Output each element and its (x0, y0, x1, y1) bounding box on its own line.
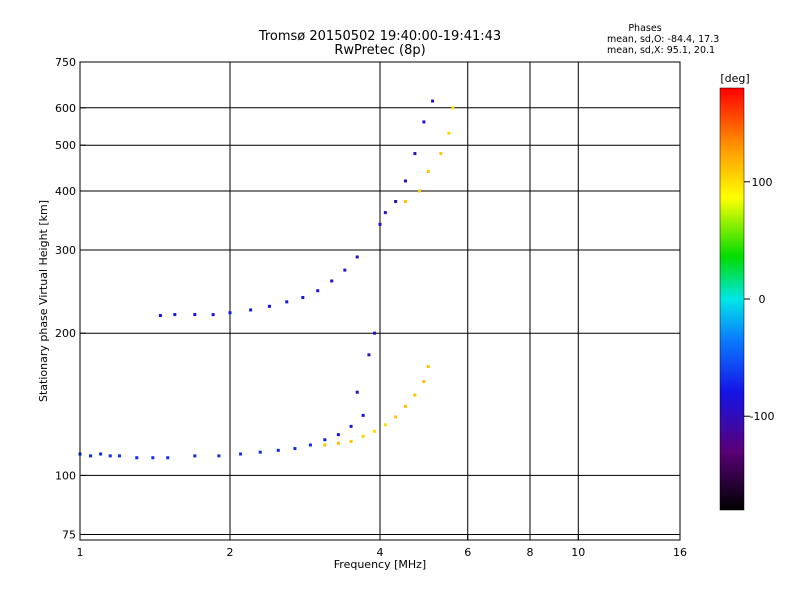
data-point (258, 450, 262, 454)
data-point (373, 429, 377, 433)
data-point (355, 255, 359, 259)
data-point (373, 331, 377, 335)
chart-title: Tromsø 20150502 19:40:00-19:41:43 (258, 29, 501, 44)
data-point (285, 300, 289, 304)
data-point (301, 296, 305, 300)
data-point (173, 313, 177, 317)
data-point (330, 279, 334, 283)
colorbar-tick-label: 100 (752, 176, 773, 189)
data-point (336, 433, 340, 437)
data-point (336, 441, 340, 445)
data-point (413, 152, 417, 156)
x-axis-label: Frequency [MHz] (334, 558, 426, 571)
y-tick-label: 300 (55, 244, 76, 257)
data-point (355, 390, 359, 394)
data-point (228, 311, 232, 315)
data-point (293, 447, 297, 451)
data-point (417, 189, 421, 193)
data-point (367, 353, 371, 357)
chart-subtitle: RwPretec (8p) (334, 43, 425, 58)
x-tick-label: 8 (527, 546, 534, 559)
x-tick-label: 10 (571, 546, 585, 559)
data-point (394, 415, 398, 419)
colorbar-label: [deg] (720, 72, 749, 85)
stats-x-line: mean, sd,X: 95.1, 20.1 (607, 45, 715, 56)
data-point (378, 222, 382, 226)
y-tick-label: 500 (55, 139, 76, 152)
data-point (211, 313, 215, 317)
y-tick-label: 75 (62, 528, 76, 541)
stats-o-line: mean, sd,O: -84.4, 17.3 (607, 34, 719, 45)
grid-lines (80, 62, 680, 540)
data-point (413, 393, 417, 397)
data-point (158, 314, 162, 318)
data-point (323, 443, 327, 447)
data-point (239, 452, 243, 456)
x-tick-label: 6 (464, 546, 471, 559)
data-points (78, 99, 455, 460)
data-point (349, 439, 353, 443)
data-point (349, 424, 353, 428)
colorbar-tick-label: 0 (759, 293, 766, 306)
data-point (99, 452, 103, 456)
y-tick-label: 750 (55, 56, 76, 69)
data-point (403, 404, 407, 408)
data-point (193, 454, 197, 458)
data-point (403, 200, 407, 204)
data-point (276, 448, 280, 452)
colorbar-ticks: 100 0 -100 (744, 176, 774, 423)
data-point (323, 438, 327, 442)
data-point (89, 454, 93, 458)
stats-heading: Phases (628, 23, 661, 34)
data-point (308, 443, 312, 447)
x-tick-label: 2 (227, 546, 234, 559)
data-point (383, 423, 387, 427)
data-point (439, 152, 443, 156)
data-point (166, 456, 170, 460)
y-tick-label: 200 (55, 327, 76, 340)
data-point (193, 313, 197, 317)
data-point (108, 454, 112, 458)
data-point (426, 169, 430, 173)
colorbar (719, 87, 745, 511)
data-point (267, 304, 271, 308)
data-point (217, 454, 221, 458)
data-point (403, 179, 407, 183)
data-point (422, 120, 426, 124)
data-point (426, 365, 430, 369)
y-tick-label: 600 (55, 102, 76, 115)
data-point (394, 200, 398, 204)
data-point (343, 268, 347, 272)
y-axis-ticks: 75 100 200 300 400 500 600 750 (55, 56, 86, 541)
data-point (383, 211, 387, 215)
x-tick-label: 4 (377, 546, 384, 559)
data-point (316, 289, 320, 293)
data-point (361, 413, 365, 417)
y-tick-label: 400 (55, 185, 76, 198)
x-axis-ticks: 1 2 4 6 8 10 16 (77, 534, 687, 559)
data-point (249, 308, 253, 312)
data-point (361, 434, 365, 438)
x-tick-label: 1 (77, 546, 84, 559)
y-axis-label: Stationary phase Virtual Height [km] (37, 200, 50, 402)
data-point (151, 456, 155, 460)
x-tick-label: 16 (673, 546, 687, 559)
data-point (447, 131, 451, 135)
data-point (135, 456, 139, 460)
data-point (431, 99, 435, 103)
data-point (422, 380, 426, 384)
colorbar-tick-label: -100 (750, 410, 775, 423)
data-point (451, 106, 455, 110)
y-tick-label: 100 (55, 469, 76, 482)
data-point (117, 454, 121, 458)
